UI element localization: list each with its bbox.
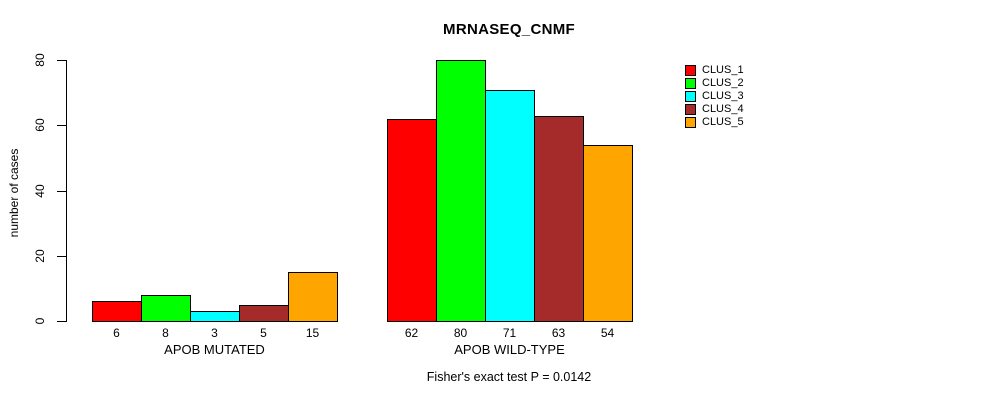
legend-item: CLUS_3	[685, 90, 744, 103]
legend-item-label: CLUS_5	[702, 116, 744, 128]
bar-value-label: 15	[305, 326, 320, 340]
legend-color-swatch	[685, 91, 696, 102]
y-tick-label: 60	[33, 118, 47, 132]
bar-value-label: 5	[260, 326, 267, 340]
legend-color-swatch	[685, 65, 696, 76]
bar-value-label: 54	[600, 326, 615, 340]
bar-value-label: 63	[551, 326, 566, 340]
bar-value-label: 71	[502, 326, 517, 340]
bar-clus_4-2	[534, 116, 584, 322]
legend-item: CLUS_2	[685, 77, 744, 90]
bar-value-label: 3	[211, 326, 218, 340]
bar-clus_3-1	[190, 311, 240, 322]
bar-clus_2-2	[436, 60, 486, 322]
legend-color-swatch	[685, 104, 696, 115]
y-tick-mark	[57, 60, 66, 61]
bar-clus_1-2	[387, 119, 437, 322]
x-group-label: APOB WILD-TYPE	[454, 342, 565, 357]
bar-clus_3-2	[485, 90, 535, 322]
bar-clus_5-1	[288, 272, 338, 322]
y-tick-label: 40	[33, 184, 47, 198]
legend-color-swatch	[685, 117, 696, 128]
legend-item: CLUS_5	[685, 116, 744, 129]
legend-item-label: CLUS_4	[702, 103, 744, 115]
y-tick-mark	[57, 256, 66, 257]
legend: CLUS_1 CLUS_2 CLUS_3 CLUS_4 CLUS_5	[685, 64, 744, 129]
legend-item: CLUS_1	[685, 64, 744, 77]
bar-clus_5-2	[583, 145, 633, 322]
bar-clus_4-1	[239, 305, 289, 322]
bar-value-label: 80	[453, 326, 468, 340]
y-tick-mark	[57, 125, 66, 126]
legend-color-swatch	[685, 78, 696, 89]
bar-value-label: 62	[404, 326, 419, 340]
bar-value-label: 8	[162, 326, 169, 340]
y-axis-line	[66, 60, 67, 322]
bar-clus_1-1	[92, 301, 142, 322]
x-group-label: APOB MUTATED	[164, 342, 265, 357]
y-tick-mark	[57, 321, 66, 322]
y-axis-label: number of cases	[7, 148, 21, 238]
chart-title: MRNASEQ_CNMF	[443, 21, 575, 38]
y-tick-label: 0	[33, 317, 47, 325]
bar-value-label: 6	[113, 326, 120, 340]
bar-clus_2-1	[141, 295, 191, 322]
y-tick-label: 80	[33, 53, 47, 67]
legend-item-label: CLUS_3	[702, 90, 744, 102]
legend-item: CLUS_4	[685, 103, 744, 116]
y-tick-mark	[57, 191, 66, 192]
y-tick-label: 20	[33, 249, 47, 263]
legend-item-label: CLUS_1	[702, 64, 744, 76]
legend-item-label: CLUS_2	[702, 77, 744, 89]
stat-test-footnote: Fisher's exact test P = 0.0142	[426, 370, 592, 384]
